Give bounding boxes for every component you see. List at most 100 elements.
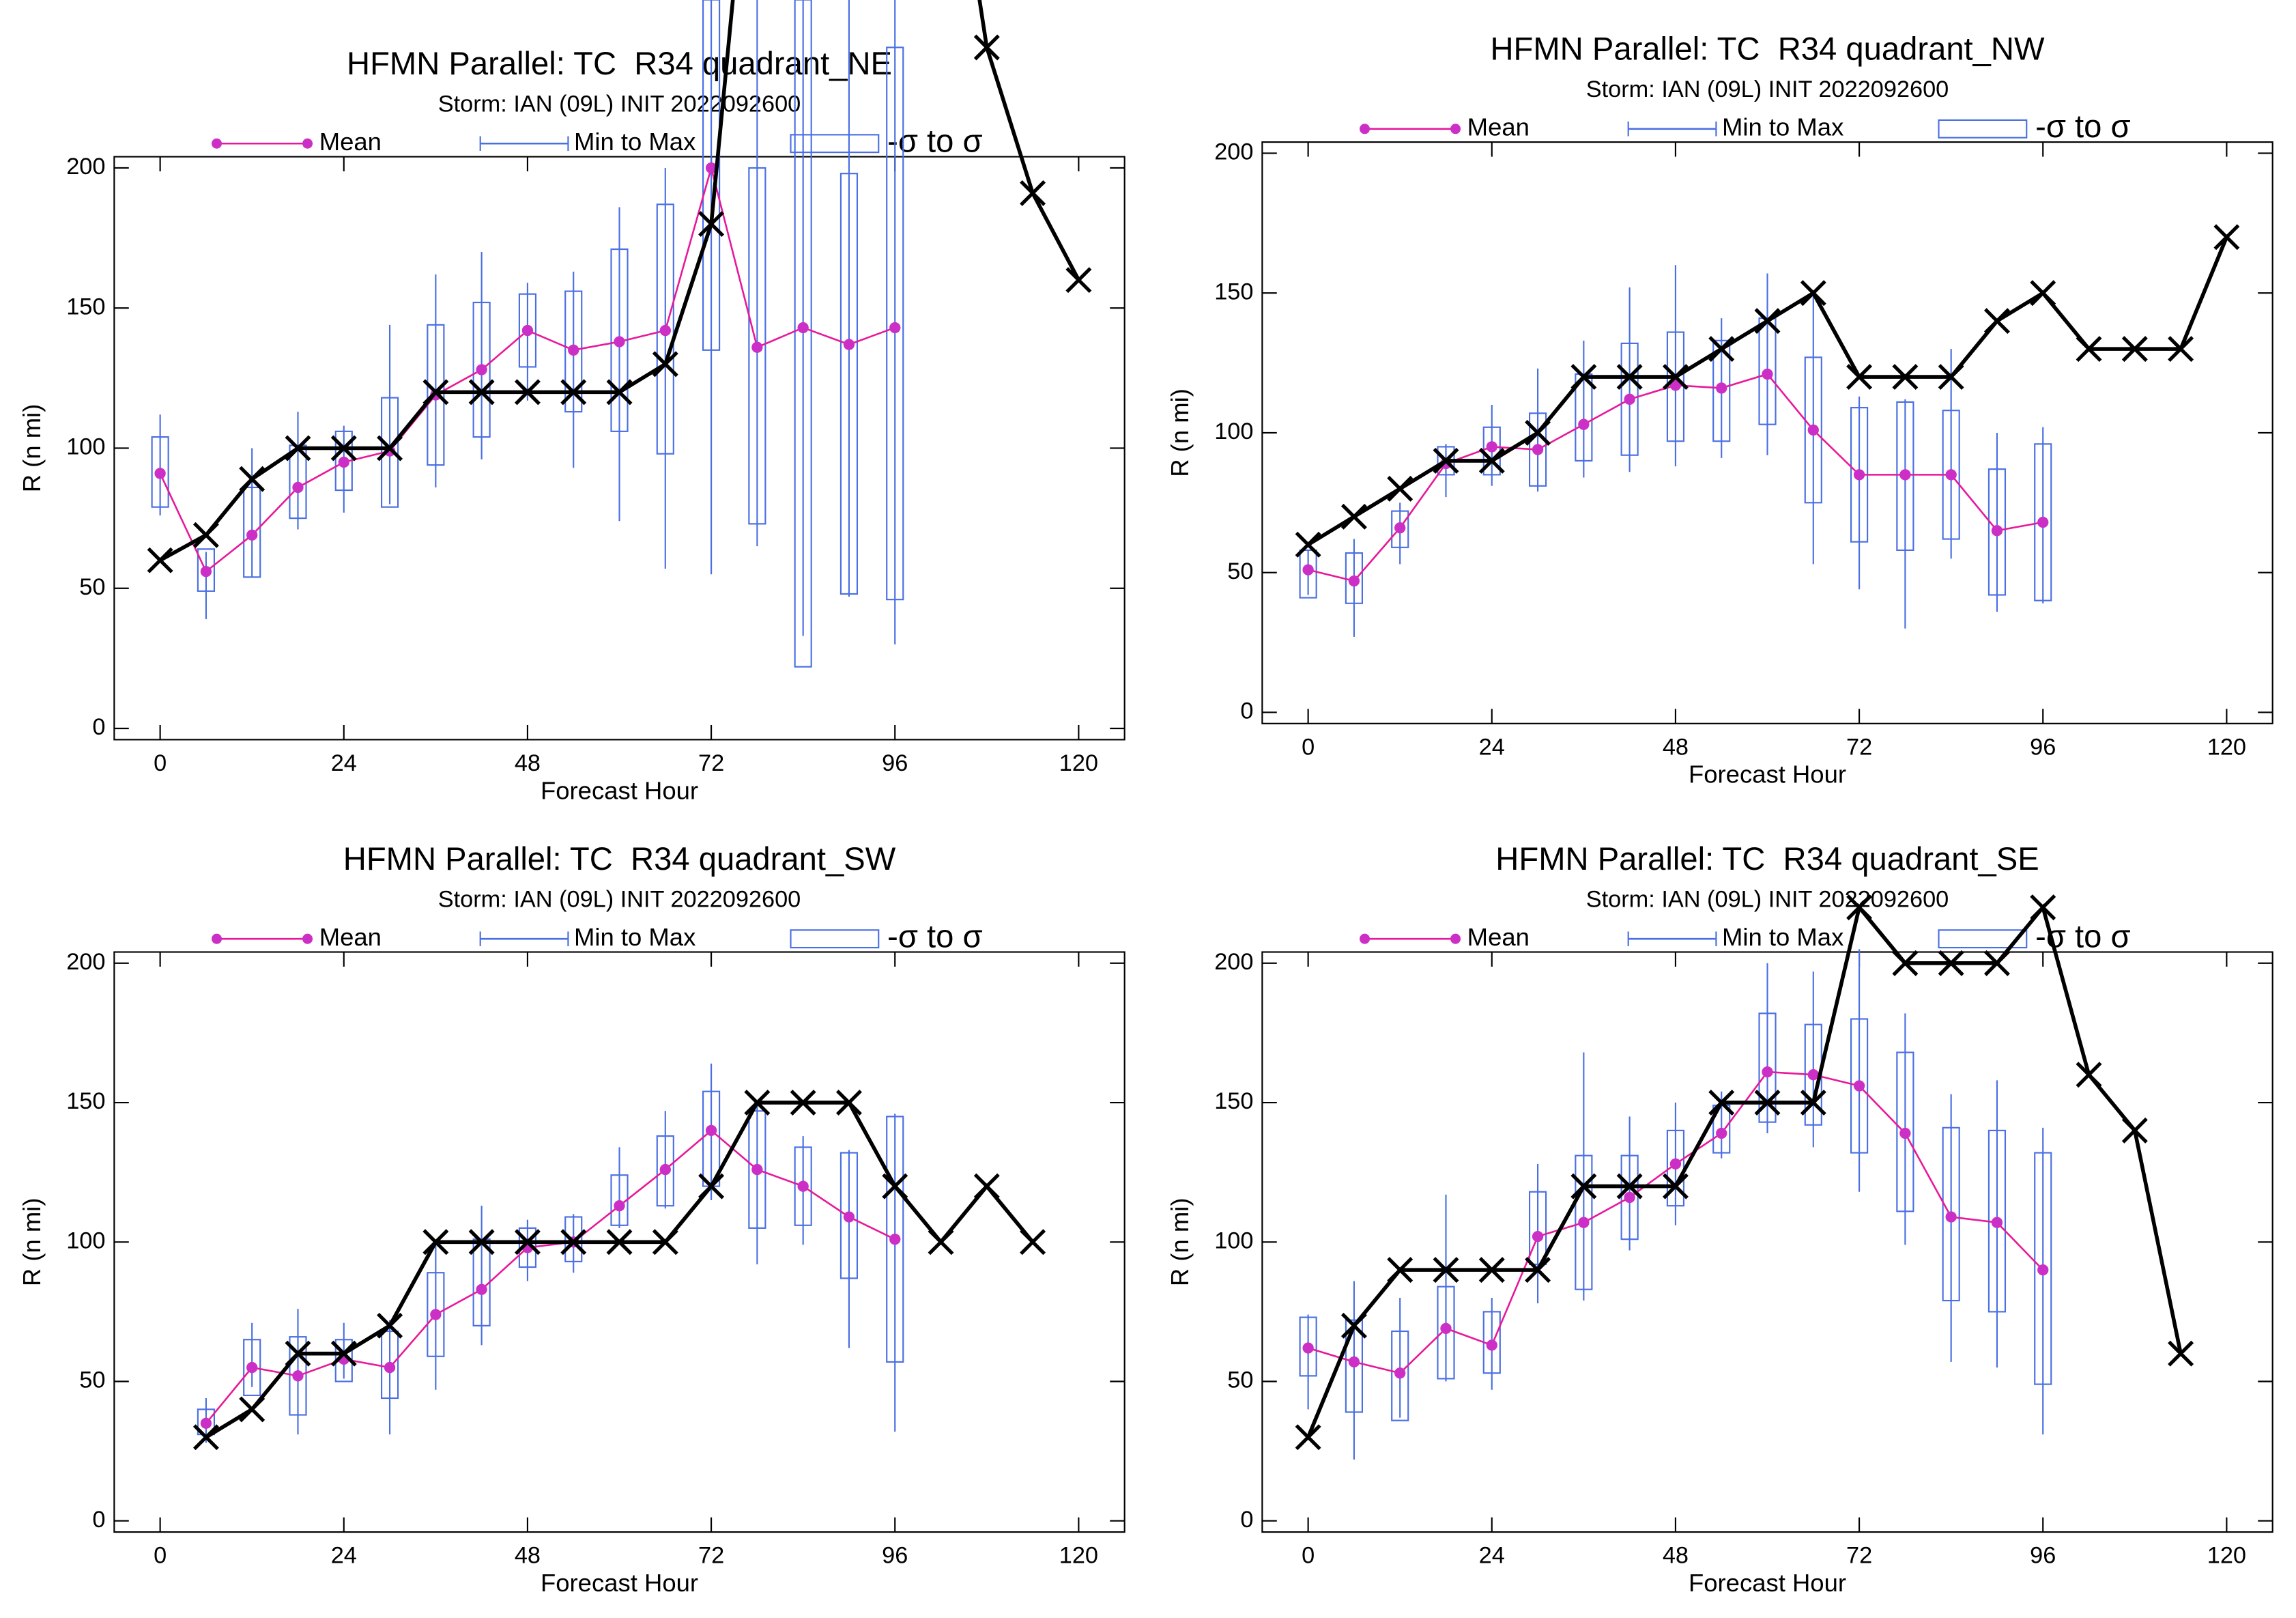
- mean-point: [1578, 418, 1590, 430]
- mean-point: [1486, 441, 1497, 453]
- best-track-marker: [2121, 336, 2148, 363]
- best-track-marker: [1387, 1257, 1414, 1283]
- best-track-marker: [1570, 364, 1597, 391]
- best-track-marker: [1340, 1312, 1367, 1339]
- sigma-box: [427, 1272, 445, 1357]
- y-tick-label: 0: [1240, 1507, 1253, 1533]
- mean-point: [2037, 1264, 2049, 1276]
- sigma-box: [289, 1336, 307, 1416]
- sigma-box: [1391, 1330, 1409, 1421]
- mean-point: [705, 162, 717, 174]
- best-track-marker: [1065, 267, 1092, 294]
- legend-label: Mean: [319, 923, 382, 951]
- legend-dot: [302, 138, 313, 149]
- legend-label: Mean: [1467, 923, 1530, 951]
- chart-title: HFMN Parallel: TC R34 quadrant_SW: [343, 841, 896, 877]
- sigma-box: [243, 1339, 261, 1397]
- mean-point: [292, 481, 304, 494]
- sigma-box: [2034, 1152, 2052, 1385]
- best-track-marker: [652, 1229, 678, 1255]
- best-track-marker: [1387, 475, 1414, 502]
- sigma-box: [1896, 1051, 1914, 1212]
- best-track-marker: [652, 351, 678, 378]
- mean-point: [568, 344, 579, 356]
- sigma-box: [1620, 1154, 1639, 1240]
- sigma-box: [1345, 1319, 1364, 1413]
- sigma-box: [656, 1135, 674, 1207]
- x-tick-label: 96: [2030, 734, 2056, 760]
- best-track-marker: [2030, 280, 2056, 307]
- mean-point: [614, 336, 625, 347]
- sigma-box: [748, 167, 766, 525]
- sigma-box: [1391, 510, 1409, 548]
- x-tick-label: 120: [2207, 734, 2246, 760]
- mean-point: [1807, 1069, 1819, 1081]
- best-track-marker: [285, 435, 311, 462]
- best-track-marker: [790, 1090, 816, 1116]
- legend-dot: [302, 933, 313, 944]
- mean-point: [1302, 1342, 1314, 1354]
- legend-label: Mean: [319, 128, 382, 156]
- mean-point: [843, 1211, 855, 1223]
- best-track-marker: [2168, 336, 2194, 363]
- best-track-marker: [2213, 224, 2240, 251]
- best-track-marker: [1662, 1173, 1689, 1200]
- legend-label: -σ to σ: [887, 124, 983, 160]
- best-track-marker: [239, 466, 266, 492]
- legend-dot: [212, 933, 223, 944]
- mean-point: [1853, 1080, 1865, 1092]
- x-tick-label: 120: [1059, 750, 1098, 776]
- mean-point: [1807, 424, 1819, 436]
- mean-point: [1348, 575, 1360, 587]
- best-track-marker: [1662, 364, 1689, 391]
- mean-point: [1348, 1356, 1360, 1368]
- panel: HFMN Parallel: TC R34 quadrant_SE Storm: …: [1166, 841, 2273, 1597]
- y-tick-label: 150: [66, 294, 105, 320]
- x-tick-label: 24: [331, 1543, 357, 1569]
- sigma-box: [702, 0, 721, 351]
- sigma-box: [1299, 549, 1317, 599]
- best-track-marker: [239, 1396, 266, 1423]
- best-track-marker: [330, 1340, 357, 1367]
- mean-point: [659, 1163, 671, 1176]
- legend-box: [790, 929, 880, 949]
- legend-box: [1938, 929, 2028, 949]
- best-track-marker: [1846, 894, 1873, 921]
- chart-subtitle: Storm: IAN (09L) INIT 2022092600: [438, 886, 801, 912]
- x-axis-label: Forecast Hour: [541, 1569, 698, 1597]
- mean-point: [1302, 564, 1314, 576]
- y-tick-label: 0: [92, 714, 105, 740]
- best-track-marker: [1020, 180, 1046, 206]
- mean-point: [1669, 380, 1682, 391]
- sigma-box: [794, 0, 812, 668]
- best-track-marker: [560, 1229, 587, 1255]
- best-track-marker: [606, 379, 633, 406]
- sigma-box: [886, 1116, 904, 1363]
- legend-label: Min to Max: [574, 128, 695, 156]
- plot-area: [147, 0, 1092, 668]
- legend-dot: [1360, 933, 1371, 944]
- best-track-marker: [1708, 1090, 1735, 1116]
- sigma-box: [564, 290, 583, 413]
- x-tick-label: 72: [698, 1543, 724, 1569]
- y-tick-label: 100: [1214, 1227, 1253, 1253]
- sigma-box: [840, 1152, 859, 1279]
- x-tick-label: 48: [1663, 1543, 1689, 1569]
- sigma-box: [427, 324, 445, 466]
- mean-point: [1716, 1127, 1727, 1139]
- best-track-marker: [2076, 1062, 2102, 1088]
- mean-point: [476, 1283, 487, 1295]
- mean-point: [1624, 1191, 1635, 1204]
- best-track-line: [1306, 903, 2183, 1438]
- best-track-marker: [1525, 419, 1551, 446]
- mean-point: [1532, 1230, 1544, 1243]
- mean-point: [154, 468, 166, 479]
- legend-label: -σ to σ: [2035, 109, 2131, 145]
- x-tick-label: 24: [1479, 1543, 1505, 1569]
- y-axis-label: R (n mi): [18, 404, 46, 493]
- mean-point: [2037, 516, 2049, 528]
- best-track-marker: [192, 522, 219, 548]
- best-track-marker: [285, 1340, 311, 1367]
- y-tick-label: 150: [1214, 279, 1253, 304]
- mean-point: [1624, 393, 1635, 405]
